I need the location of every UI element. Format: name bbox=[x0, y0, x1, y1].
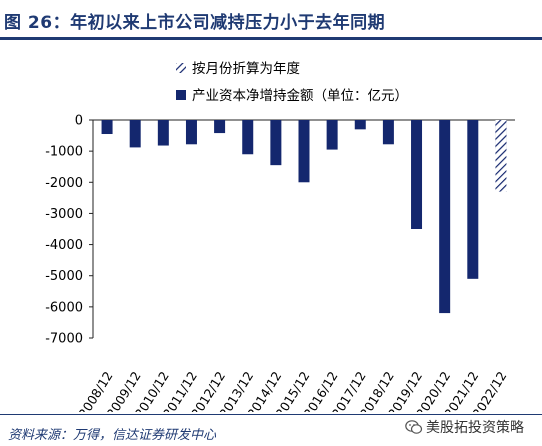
y-tick-label: -4000 bbox=[45, 238, 83, 253]
y-tick-label: 0 bbox=[75, 114, 83, 129]
bar-actual bbox=[129, 120, 141, 148]
bar-actual bbox=[185, 120, 197, 145]
legend-swatch-actual bbox=[176, 90, 186, 100]
bar-actual bbox=[411, 120, 423, 229]
bar-actual bbox=[157, 120, 169, 146]
legend-label-actual: 产业资本净增持金额（单位：亿元） bbox=[192, 88, 408, 104]
y-tick-label: -6000 bbox=[45, 300, 83, 315]
bar-annualized bbox=[495, 120, 507, 192]
footer-divider bbox=[0, 414, 542, 415]
title-bar: 图 26：年初以来上市公司减持压力小于去年同期 bbox=[0, 0, 542, 40]
bar-actual bbox=[101, 120, 113, 135]
bar-actual bbox=[270, 120, 282, 166]
legend-swatch-annualized bbox=[176, 63, 186, 73]
figure-title: 图 26：年初以来上市公司减持压力小于去年同期 bbox=[4, 13, 386, 33]
bar-actual bbox=[298, 120, 310, 183]
bar-actual bbox=[439, 120, 451, 314]
bar-actual bbox=[467, 120, 479, 279]
watermark: 美股拓投资策略 bbox=[405, 417, 524, 437]
wechat-icon bbox=[405, 420, 423, 434]
bar-actual bbox=[382, 120, 394, 145]
y-tick-label: -1000 bbox=[45, 145, 83, 160]
y-tick-label: -2000 bbox=[45, 176, 83, 191]
y-tick-label: -3000 bbox=[45, 207, 83, 222]
series-actual bbox=[101, 120, 507, 314]
bar-actual bbox=[354, 120, 366, 130]
axes: 0 -1000 -2000 -3000 -4000 -5000 -6000 -7000 bbox=[45, 114, 515, 347]
y-tick-label: -7000 bbox=[45, 332, 83, 347]
source-note: 资料来源：万得，信达证券研发中心 bbox=[8, 428, 217, 443]
bar-actual bbox=[242, 120, 254, 155]
bar-actual bbox=[214, 120, 226, 134]
series-annualized bbox=[495, 120, 507, 192]
legend-label-annualized: 按月份折算为年度 bbox=[192, 61, 300, 77]
y-tick-label: -5000 bbox=[45, 269, 83, 284]
watermark-text: 美股拓投资策略 bbox=[426, 420, 524, 436]
bar-actual bbox=[326, 120, 338, 150]
x-axis-labels: 2008/122009/122010/122011/122012/122013/… bbox=[75, 369, 509, 412]
